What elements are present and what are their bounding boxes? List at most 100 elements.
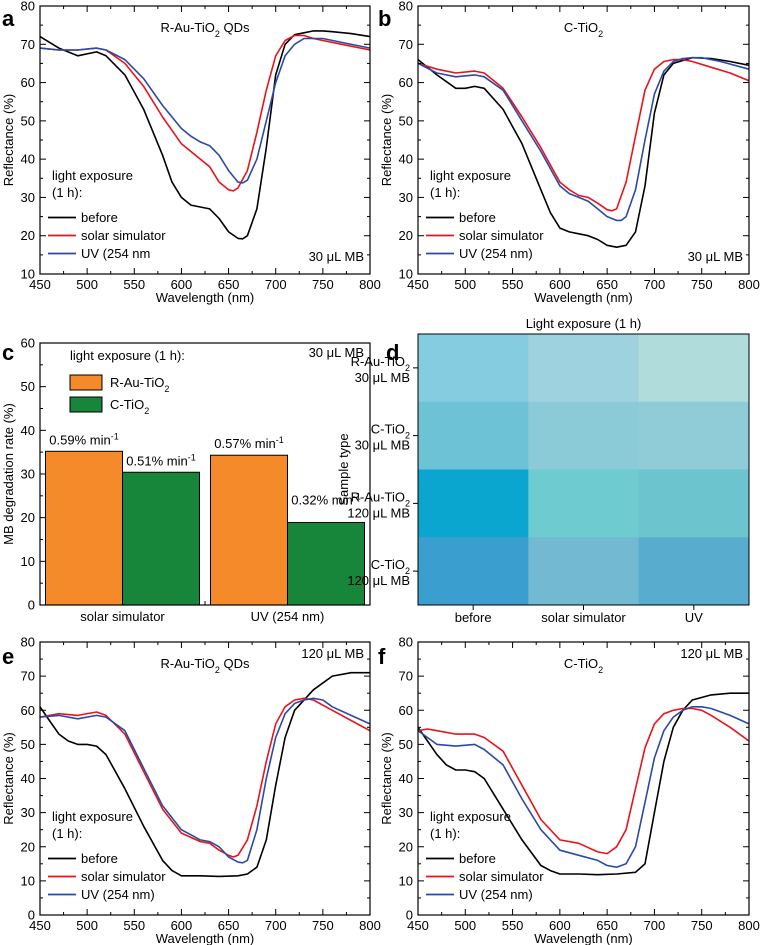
y-tick-label: 60 <box>399 75 413 90</box>
x-tick-label: 750 <box>691 918 713 933</box>
series-line-solar <box>417 58 750 212</box>
y-tick-label: 40 <box>21 771 35 786</box>
x-tick-label: 550 <box>123 277 145 292</box>
heatmap-cell <box>638 334 750 403</box>
y-tick-label: 30 <box>21 467 35 482</box>
chart-title-sub: 2 <box>598 665 603 675</box>
x-tick-label: 650 <box>596 918 618 933</box>
chart-title-main: R-Au-TiO <box>160 20 214 35</box>
x-tick-label: 600 <box>549 277 571 292</box>
x-tick-label: 550 <box>123 918 145 933</box>
row-label-line1-sub: 2 <box>405 498 410 508</box>
heatmap-cell <box>528 401 640 470</box>
y-tick-label: 50 <box>399 737 413 752</box>
series-line-solar <box>39 34 371 192</box>
x-tick-label: 500 <box>454 918 476 933</box>
y-tick-label: 80 <box>21 635 35 650</box>
y-tick-label: 30 <box>21 190 35 205</box>
row-label-line1: R-Au-TiO2 <box>351 489 410 508</box>
legend-label-bar_r_au: R-Au-TiO2 <box>110 375 169 394</box>
row-label-line1-main: C-TiO <box>371 557 405 572</box>
row-label-line1-sub: 2 <box>405 566 410 576</box>
y-tick-label: 10 <box>21 267 35 282</box>
x-tick-label: 650 <box>218 918 240 933</box>
panel-letter-f: f <box>378 644 386 669</box>
mb-annotation: 30 μL MB <box>309 249 364 264</box>
legend-label-bar_c_tio2: C-TiO2 <box>110 397 149 416</box>
legend-title: light exposure <box>430 168 511 183</box>
legend-label-uv: UV (254 nm) <box>459 246 533 261</box>
y-tick-label: 10 <box>399 873 413 888</box>
y-tick-label: 70 <box>21 37 35 52</box>
y-tick-label: 50 <box>21 113 35 128</box>
x-tick-label: 450 <box>29 277 51 292</box>
x-tick-label: 500 <box>454 277 476 292</box>
legend-label-bar_r_au-sub: 2 <box>164 384 169 394</box>
bar-bar_r_au <box>210 454 288 606</box>
legend-swatch-bar_c_tio2 <box>69 396 103 413</box>
x-tick-label: 750 <box>312 277 334 292</box>
x-tick-label: 600 <box>549 918 571 933</box>
heatmap-title: Light exposure (1 h) <box>526 316 642 331</box>
y-axis-title: Reflectance (%) <box>379 94 394 186</box>
bar-value-label-sup: -1 <box>276 435 284 445</box>
bar-bar_c_tio2 <box>287 521 365 606</box>
y-axis-title: Sample type <box>336 433 351 505</box>
y-tick-label: 50 <box>21 737 35 752</box>
x-axis-title: Wavelength (nm) <box>156 931 255 945</box>
row-label-line2: 30 μL MB <box>355 438 410 453</box>
x-tick-label: 700 <box>644 918 666 933</box>
legend-label-bar_c_tio2-sub: 2 <box>144 406 149 416</box>
row-label-line2: 30 μL MB <box>355 370 410 385</box>
x-axis-title: Wavelength (nm) <box>534 931 633 945</box>
series-line-before <box>417 692 749 876</box>
panel-e-reflectance-chart: 450 500 550 600 650 700 750 800 0 10 20 30 40 50 60 70 8… <box>1 635 381 945</box>
legend-label-bar_r_au-main: R-Au-TiO <box>110 375 164 390</box>
heatmap-cell <box>528 537 640 606</box>
x-tick-label: 700 <box>644 277 666 292</box>
x-tick-label: 800 <box>738 918 760 933</box>
legend-label-uv: UV (254 nm) <box>459 887 533 902</box>
bar-value-label-main: 0.57% min <box>214 436 275 451</box>
y-tick-label: 60 <box>21 336 35 351</box>
x-axis-title: Wavelength (nm) <box>534 290 633 305</box>
x-tick-label: 750 <box>691 277 713 292</box>
heatmap-cell <box>418 401 529 470</box>
legend-label-before: before <box>459 851 496 866</box>
legend-label-uv: UV (254 nm <box>81 246 150 261</box>
bar-value-label-sup: -1 <box>188 452 196 462</box>
series-line-before <box>39 30 371 240</box>
chart-title-main: R-Au-TiO <box>160 656 214 671</box>
y-tick-label: 20 <box>21 839 35 854</box>
panel-a-reflectance-chart: 450 500 550 600 650 700 750 800 10 20 30 40 50 60 70 80… <box>1 0 381 305</box>
row-label-line1: C-TiO2 <box>371 422 410 441</box>
y-tick-label: 0 <box>28 908 35 923</box>
x-tick-label: 550 <box>502 918 524 933</box>
x-tick-label: 600 <box>171 277 193 292</box>
legend-title-line2: (1 h): <box>52 185 82 200</box>
legend-title: light exposure <box>430 809 511 824</box>
bar-value-label-sup: -1 <box>353 491 361 501</box>
y-tick-label: 0 <box>406 908 413 923</box>
y-tick-label: 10 <box>399 267 413 282</box>
y-tick-label: 50 <box>21 379 35 394</box>
mb-annotation: 30 μL MB <box>309 345 364 360</box>
mb-annotation: 120 μL MB <box>301 646 364 661</box>
row-label-line1-sub: 2 <box>405 363 410 373</box>
x-axis-title: Wavelength (nm) <box>156 290 255 305</box>
x-tick-label: 650 <box>596 277 618 292</box>
x-tick-label: 500 <box>76 277 98 292</box>
row-label-line1-main: R-Au-TiO <box>351 489 405 504</box>
y-tick-label: 80 <box>21 0 35 14</box>
legend-label-solar: solar simulator <box>459 228 544 243</box>
legend-title: light exposure (1 h): <box>70 348 185 363</box>
column-label: solar simulator <box>541 610 626 625</box>
y-tick-label: 30 <box>21 805 35 820</box>
column-label: UV <box>685 610 703 625</box>
series-line-solar <box>417 707 750 855</box>
panel-letter-b: b <box>378 6 391 31</box>
y-tick-label: 70 <box>399 669 413 684</box>
y-tick-label: 20 <box>399 839 413 854</box>
y-axis-title: Reflectance (%) <box>1 732 16 824</box>
